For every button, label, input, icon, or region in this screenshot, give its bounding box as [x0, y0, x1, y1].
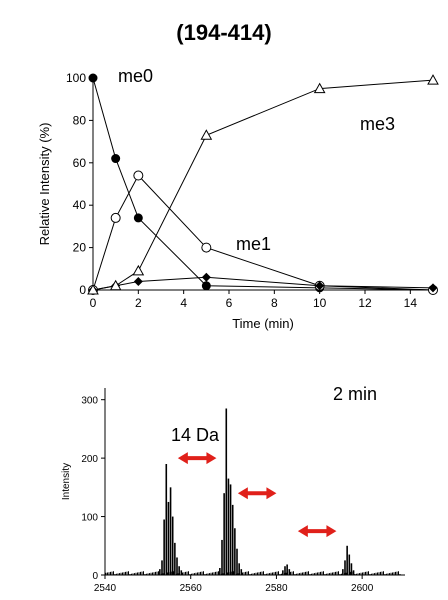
mass-shift-annotation: 14 Da	[171, 425, 220, 445]
x-tick-label: 2	[135, 296, 142, 310]
arrow-head-right	[206, 452, 217, 465]
y-axis-label: Intensity	[61, 463, 72, 500]
data-point	[87, 283, 99, 295]
data-point	[133, 277, 143, 287]
data-point	[88, 73, 98, 83]
x-tick-label: 2600	[351, 583, 374, 594]
y-tick-label: 20	[73, 241, 87, 255]
y-tick-label: 0	[92, 571, 98, 582]
y-tick-label: 60	[73, 156, 87, 170]
x-axis-label: Time (min)	[232, 316, 294, 331]
data-point	[201, 242, 212, 253]
data-point	[133, 213, 143, 223]
series-line-0	[92, 77, 434, 291]
x-tick-label: 4	[180, 296, 187, 310]
time-annotation: 2 min	[333, 384, 377, 404]
y-tick-label: 80	[73, 113, 87, 127]
y-tick-label: 0	[79, 283, 86, 297]
arrow-head-left	[177, 452, 188, 465]
arrow-head-right	[266, 487, 277, 500]
data-point	[313, 82, 326, 94]
y-axis-label: Relative Intensity (%)	[37, 123, 52, 246]
data-point	[111, 154, 121, 164]
series-label: me0	[118, 66, 153, 86]
y-tick-label: 100	[81, 513, 98, 524]
arrow-head-right	[326, 525, 337, 538]
y-tick-label: 40	[73, 198, 87, 212]
data-point	[109, 279, 122, 291]
data-point	[201, 272, 211, 282]
data-point	[133, 170, 144, 181]
x-tick-label: 8	[271, 296, 278, 310]
line-chart: 0 20 40 60 80 100 0 2 4 6 8 10 12 14 Time (min) Relativ…	[37, 66, 439, 331]
x-tick-label: 12	[358, 296, 372, 310]
y-tick-label: 100	[66, 71, 86, 85]
x-tick-label: 0	[90, 296, 97, 310]
baseline-noise	[105, 571, 401, 575]
x-tick-label: 2580	[265, 583, 288, 594]
data-point	[427, 74, 439, 85]
x-tick-label: 6	[226, 296, 233, 310]
arrow-head-left	[297, 525, 308, 538]
y-tick-label: 300	[81, 396, 98, 407]
series-label: me1	[236, 234, 271, 254]
x-tick-label: 10	[313, 296, 327, 310]
data-point	[110, 212, 121, 223]
series-label: me3	[360, 114, 395, 134]
data-point	[132, 264, 145, 276]
x-tick-label: 2540	[94, 583, 117, 594]
y-tick-label: 200	[81, 454, 98, 465]
data-point	[428, 283, 438, 293]
data-point	[315, 281, 325, 291]
x-tick-label: 2560	[180, 583, 203, 594]
x-tick-label: 14	[404, 296, 418, 310]
arrow-head-left	[237, 487, 248, 500]
chart-title: (194-414)	[176, 20, 272, 45]
data-point	[200, 129, 213, 140]
